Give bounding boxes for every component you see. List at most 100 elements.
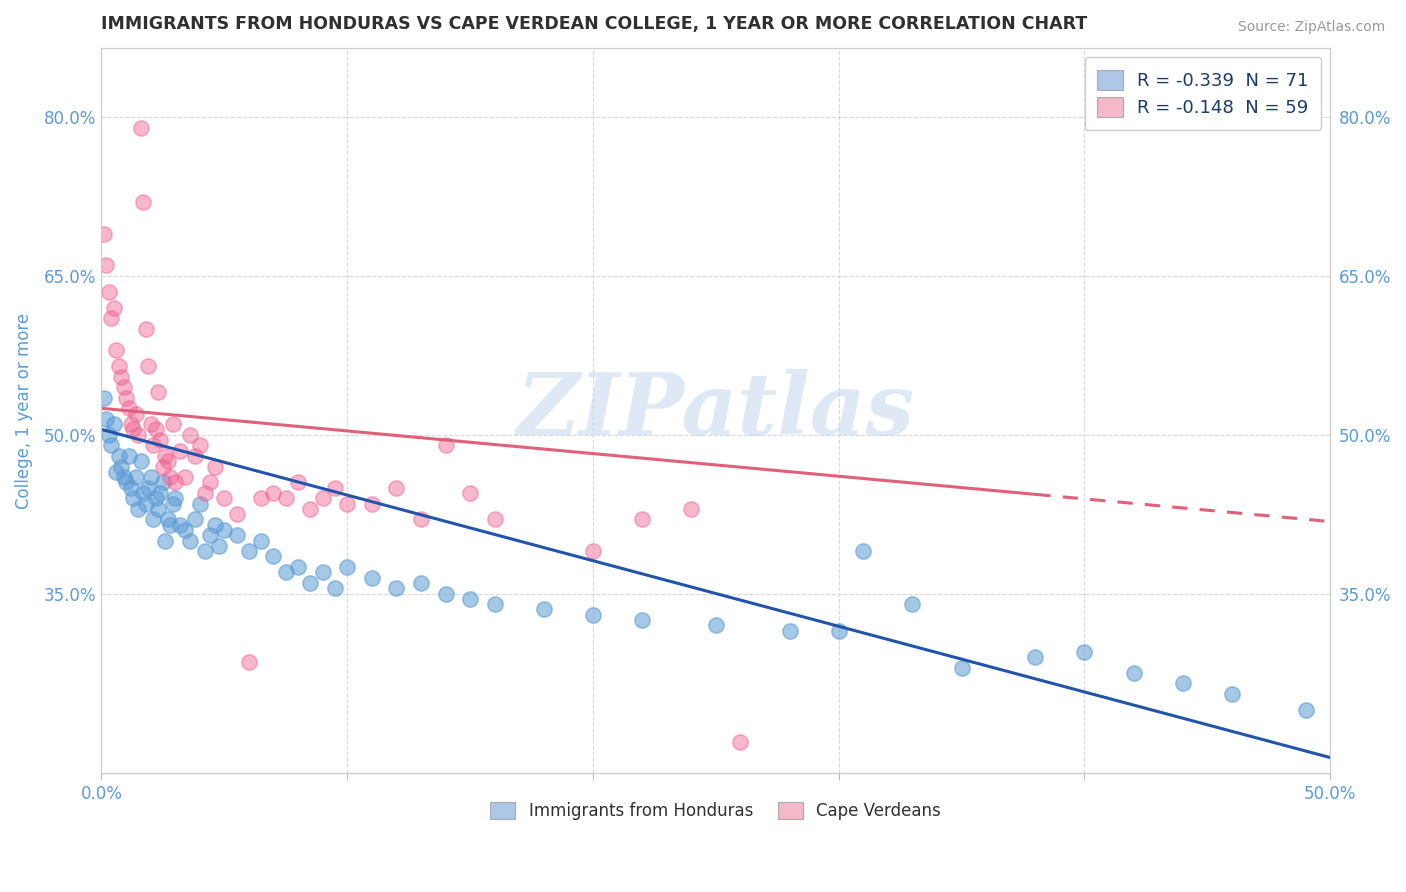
Point — [96, 412, 118, 426]
Point — [97, 285, 120, 299]
Point — [287, 475, 309, 490]
Point — [132, 486, 155, 500]
Point — [112, 380, 135, 394]
Point — [225, 507, 247, 521]
Point — [194, 486, 217, 500]
Point — [208, 539, 231, 553]
Point — [681, 501, 703, 516]
Point — [828, 624, 851, 638]
Point — [204, 459, 226, 474]
Point — [149, 433, 172, 447]
Point — [110, 459, 132, 474]
Point — [152, 459, 174, 474]
Point — [704, 618, 727, 632]
Point — [136, 481, 159, 495]
Point — [184, 449, 207, 463]
Point — [132, 194, 155, 209]
Point — [110, 369, 132, 384]
Point — [311, 491, 333, 506]
Point — [409, 512, 432, 526]
Point — [135, 322, 157, 336]
Point — [169, 443, 191, 458]
Point — [156, 454, 179, 468]
Point — [852, 544, 875, 558]
Point — [458, 486, 481, 500]
Point — [115, 391, 138, 405]
Point — [103, 417, 125, 432]
Point — [458, 591, 481, 606]
Point — [97, 427, 120, 442]
Point — [434, 586, 457, 600]
Point — [117, 401, 139, 416]
Point — [950, 660, 973, 674]
Point — [484, 597, 506, 611]
Point — [1122, 665, 1144, 680]
Point — [165, 475, 187, 490]
Point — [582, 544, 605, 558]
Point — [385, 581, 408, 595]
Point — [107, 359, 129, 373]
Point — [198, 475, 221, 490]
Point — [188, 438, 211, 452]
Point — [214, 523, 236, 537]
Point — [129, 454, 152, 468]
Legend: Immigrants from Honduras, Cape Verdeans: Immigrants from Honduras, Cape Verdeans — [484, 796, 948, 827]
Point — [323, 481, 346, 495]
Point — [194, 544, 217, 558]
Point — [145, 422, 167, 436]
Point — [204, 517, 226, 532]
Point — [127, 427, 149, 442]
Point — [107, 449, 129, 463]
Point — [198, 528, 221, 542]
Point — [93, 227, 115, 241]
Point — [179, 427, 201, 442]
Point — [125, 407, 148, 421]
Point — [385, 481, 408, 495]
Point — [136, 359, 159, 373]
Point — [360, 497, 382, 511]
Point — [174, 523, 197, 537]
Text: Source: ZipAtlas.com: Source: ZipAtlas.com — [1237, 20, 1385, 34]
Point — [263, 549, 285, 564]
Y-axis label: College, 1 year or more: College, 1 year or more — [15, 313, 32, 509]
Point — [139, 417, 162, 432]
Point — [299, 501, 322, 516]
Point — [159, 470, 181, 484]
Point — [274, 491, 297, 506]
Point — [1024, 650, 1046, 665]
Point — [103, 301, 125, 315]
Point — [120, 417, 142, 432]
Point — [146, 385, 169, 400]
Point — [1220, 687, 1243, 701]
Point — [149, 486, 172, 500]
Point — [250, 491, 273, 506]
Point — [238, 655, 260, 669]
Point — [169, 517, 191, 532]
Point — [162, 497, 184, 511]
Point — [155, 449, 177, 463]
Point — [631, 613, 654, 627]
Point — [1171, 676, 1194, 690]
Point — [93, 391, 115, 405]
Point — [122, 491, 145, 506]
Point — [142, 512, 165, 526]
Point — [142, 438, 165, 452]
Point — [127, 501, 149, 516]
Point — [631, 512, 654, 526]
Point — [155, 533, 177, 548]
Point — [409, 576, 432, 591]
Point — [184, 512, 207, 526]
Point — [115, 475, 138, 490]
Point — [360, 571, 382, 585]
Point — [582, 607, 605, 622]
Text: ZIPatlas: ZIPatlas — [517, 369, 915, 452]
Point — [1295, 703, 1317, 717]
Point — [105, 343, 128, 357]
Point — [323, 581, 346, 595]
Point — [96, 259, 118, 273]
Point — [225, 528, 247, 542]
Point — [287, 560, 309, 574]
Point — [139, 470, 162, 484]
Point — [122, 422, 145, 436]
Point — [162, 417, 184, 432]
